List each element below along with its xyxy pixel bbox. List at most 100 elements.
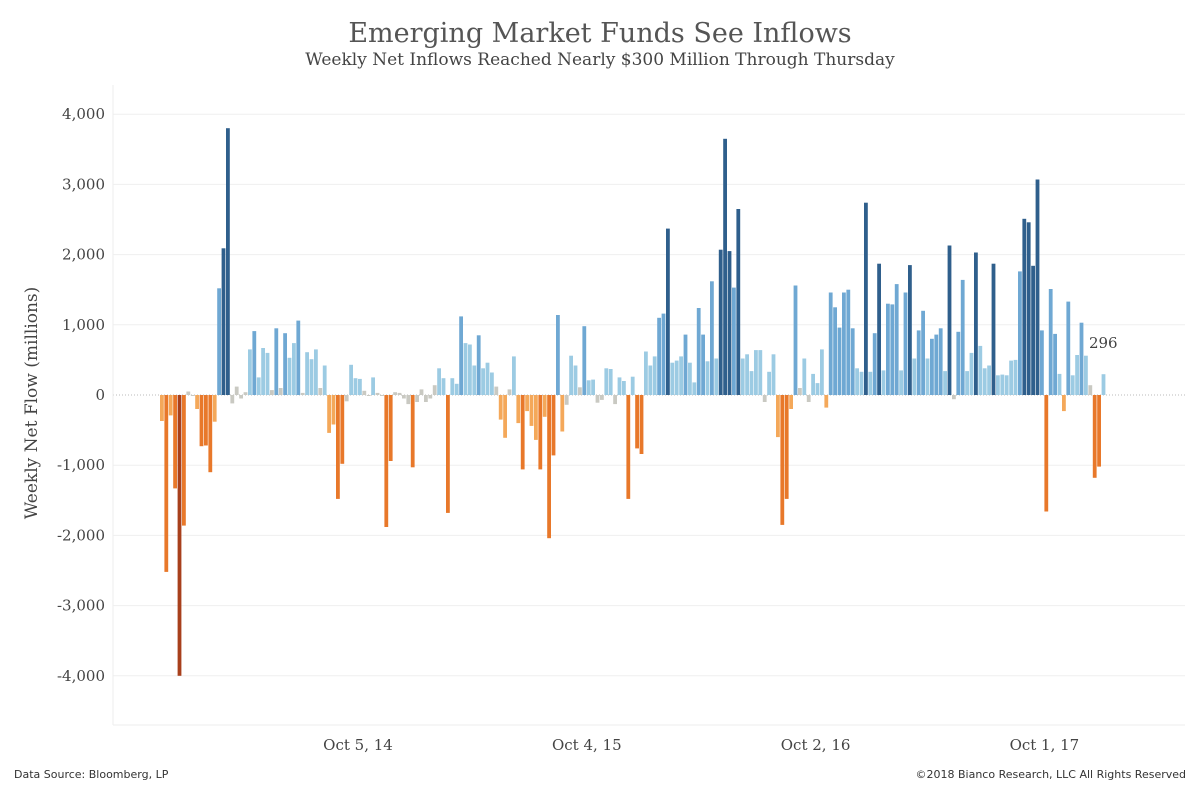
- bar: [410, 395, 415, 468]
- bar: [564, 395, 569, 405]
- x-tick-label: Oct 2, 16: [781, 736, 851, 754]
- bar: [199, 395, 204, 447]
- bar: [762, 395, 767, 402]
- bar: [789, 395, 793, 409]
- bar: [736, 209, 741, 395]
- bar: [824, 395, 829, 408]
- bar: [828, 292, 833, 395]
- bar: [547, 395, 551, 539]
- bar: [490, 372, 494, 395]
- bar: [164, 395, 169, 572]
- bar: [811, 373, 815, 395]
- bar: [525, 395, 529, 412]
- bar: [670, 362, 675, 395]
- bar: [595, 395, 600, 403]
- bar: [353, 378, 358, 395]
- y-tick-label: -1,000: [57, 456, 105, 474]
- x-tick-label: Oct 4, 15: [552, 736, 622, 754]
- bar: [256, 377, 261, 395]
- bar: [947, 245, 952, 395]
- bar: [798, 388, 802, 395]
- bar: [652, 356, 657, 395]
- bar: [846, 289, 851, 395]
- bar: [767, 371, 771, 395]
- bar: [842, 292, 846, 395]
- bar: [718, 249, 723, 395]
- bar: [877, 263, 881, 395]
- bar: [481, 368, 485, 395]
- bar: [472, 365, 477, 395]
- bar: [424, 395, 428, 402]
- bar: [872, 333, 877, 395]
- bar: [322, 365, 327, 395]
- bar: [784, 395, 789, 499]
- bar: [358, 378, 362, 395]
- bar: [978, 345, 983, 395]
- y-tick-label: 3,000: [62, 175, 105, 193]
- bar: [507, 389, 512, 395]
- bar: [912, 358, 917, 395]
- bar: [578, 387, 582, 395]
- bar: [529, 395, 534, 426]
- bar: [274, 328, 279, 395]
- bar: [516, 395, 521, 424]
- bar: [1018, 271, 1022, 395]
- bar: [732, 287, 736, 395]
- bar: [287, 357, 292, 395]
- bar: [1088, 385, 1093, 395]
- copyright-note: ©2018 Bianco Research, LLC All Rights Re…: [915, 768, 1187, 781]
- bar: [701, 334, 705, 395]
- bar: [204, 395, 208, 446]
- bar: [248, 349, 252, 395]
- bar: [723, 138, 727, 396]
- bar: [868, 371, 873, 395]
- bar: [965, 371, 969, 395]
- bar: [520, 395, 525, 470]
- bar: [371, 377, 375, 395]
- bar: [186, 391, 191, 395]
- bar: [459, 316, 463, 395]
- bar: [938, 328, 943, 395]
- bar: [393, 392, 397, 395]
- bar: [349, 364, 353, 395]
- bar: [446, 395, 450, 513]
- bar: [894, 284, 899, 395]
- bar: [727, 251, 732, 395]
- bar: [463, 343, 468, 395]
- bar: [217, 288, 221, 395]
- bar: [340, 395, 345, 464]
- bar: [1075, 355, 1079, 395]
- bar: [833, 307, 837, 396]
- bar: [644, 351, 648, 395]
- bar: [419, 389, 424, 395]
- y-tick-label: -4,000: [57, 667, 105, 685]
- y-tick-label: -2,000: [57, 526, 105, 544]
- bar: [666, 228, 670, 395]
- bar: [243, 392, 248, 395]
- bar: [758, 350, 763, 395]
- y-axis-label: Weekly Net Flow (millions): [22, 287, 42, 520]
- bar: [234, 386, 239, 395]
- bar: [657, 317, 661, 395]
- bar: [415, 395, 419, 402]
- bar: [864, 202, 868, 395]
- bar: [252, 331, 257, 395]
- y-tick-label: -3,000: [57, 597, 105, 615]
- bar: [1013, 359, 1018, 395]
- bar: [881, 370, 886, 395]
- bar: [591, 379, 595, 395]
- bar: [344, 395, 349, 402]
- bar: [1004, 375, 1009, 395]
- bar: [397, 392, 402, 395]
- bar: [1022, 218, 1027, 395]
- bar: [221, 248, 226, 395]
- bar: [498, 395, 503, 420]
- bar: [534, 395, 538, 440]
- bar: [622, 381, 626, 395]
- bar: [512, 356, 516, 395]
- bar: [1040, 330, 1044, 395]
- bar: [336, 395, 340, 499]
- bar: [278, 388, 283, 395]
- bar: [837, 327, 842, 395]
- bar: [441, 378, 446, 395]
